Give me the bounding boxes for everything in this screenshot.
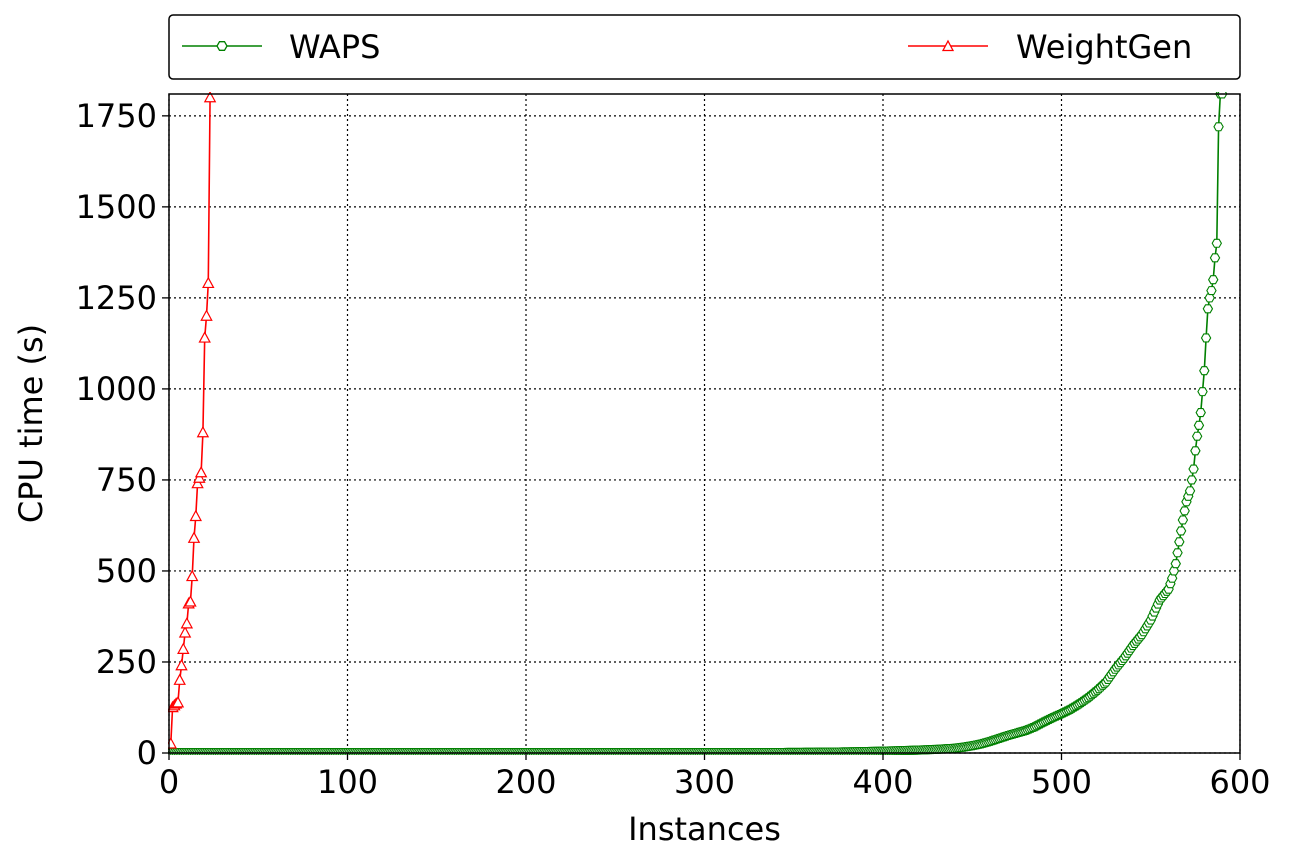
data-point	[1170, 559, 1181, 569]
data-point	[1174, 537, 1185, 547]
x-axis-label: Instances	[628, 810, 781, 848]
x-tick-label: 300	[674, 763, 735, 801]
data-point	[178, 626, 192, 638]
data-point	[203, 92, 217, 103]
data-point	[171, 695, 185, 708]
series-weightgen	[168, 92, 217, 749]
x-tick-label: 600	[1209, 763, 1270, 801]
data-point	[202, 276, 215, 289]
y-tick-label: 1250	[76, 279, 157, 317]
data-point	[1211, 238, 1223, 248]
data-point	[180, 616, 194, 629]
legend-waps-marker	[216, 41, 228, 51]
data-point	[1190, 446, 1201, 456]
data-point	[1207, 275, 1219, 285]
data-point	[1202, 304, 1214, 314]
data-point	[200, 309, 213, 321]
y-tick-label: 250	[96, 643, 157, 681]
data-point	[1209, 253, 1221, 263]
data-point	[198, 331, 211, 343]
y-tick-label: 1500	[76, 188, 157, 226]
plot-background	[169, 94, 1240, 753]
data-point	[193, 471, 206, 483]
legend-frame	[168, 14, 1241, 80]
y-tick-label: 0	[137, 734, 157, 772]
data-point	[173, 673, 186, 685]
data-point	[1172, 548, 1183, 558]
data-point	[168, 737, 178, 749]
data-point	[1206, 286, 1217, 296]
legend-entry-weightgen: WeightGen	[908, 28, 1192, 66]
legend-weightgen-marker	[941, 39, 955, 52]
y-tick-label: 1750	[76, 97, 157, 135]
x-tick-label: 100	[317, 763, 378, 801]
data-point	[185, 569, 199, 582]
data-point	[1179, 506, 1190, 516]
data-point	[1184, 486, 1196, 496]
data-point	[1197, 387, 1208, 397]
y-tick-label: 1000	[76, 370, 157, 408]
plot-area	[168, 92, 1241, 755]
data-point	[196, 425, 210, 438]
data-point	[1188, 464, 1199, 474]
data-point	[1186, 475, 1198, 485]
data-point	[194, 465, 208, 478]
legend-entry-waps: WAPS	[182, 28, 380, 66]
data-point	[1200, 333, 1212, 343]
data-point	[191, 476, 204, 489]
data-point	[1195, 408, 1206, 418]
x-tick-label: 400	[852, 763, 913, 801]
data-point	[1177, 515, 1189, 525]
x-axis: 0 100 200 300 400 500 600	[159, 753, 1271, 801]
x-tick-label: 200	[495, 763, 556, 801]
data-point	[1191, 431, 1203, 441]
y-axis: 0 250 500 750 1000 1250 1500 1750	[76, 97, 169, 772]
data-point	[1175, 526, 1187, 536]
data-point	[1193, 420, 1205, 430]
legend: WAPS WeightGen	[168, 14, 1241, 80]
legend-weightgen-label: WeightGen	[1016, 28, 1192, 66]
y-tick-label: 750	[96, 461, 157, 499]
x-tick-label: 500	[1031, 763, 1092, 801]
data-point	[187, 531, 201, 543]
x-tick-label: 0	[159, 763, 179, 801]
data-point	[175, 658, 188, 671]
data-point	[177, 642, 190, 654]
y-tick-label: 500	[96, 552, 157, 590]
data-point	[189, 509, 203, 522]
legend-waps-label: WAPS	[289, 28, 380, 66]
data-point	[1213, 122, 1224, 132]
data-point	[1199, 366, 1210, 376]
data-point	[184, 595, 197, 607]
y-axis-label: CPU time (s)	[12, 324, 50, 523]
